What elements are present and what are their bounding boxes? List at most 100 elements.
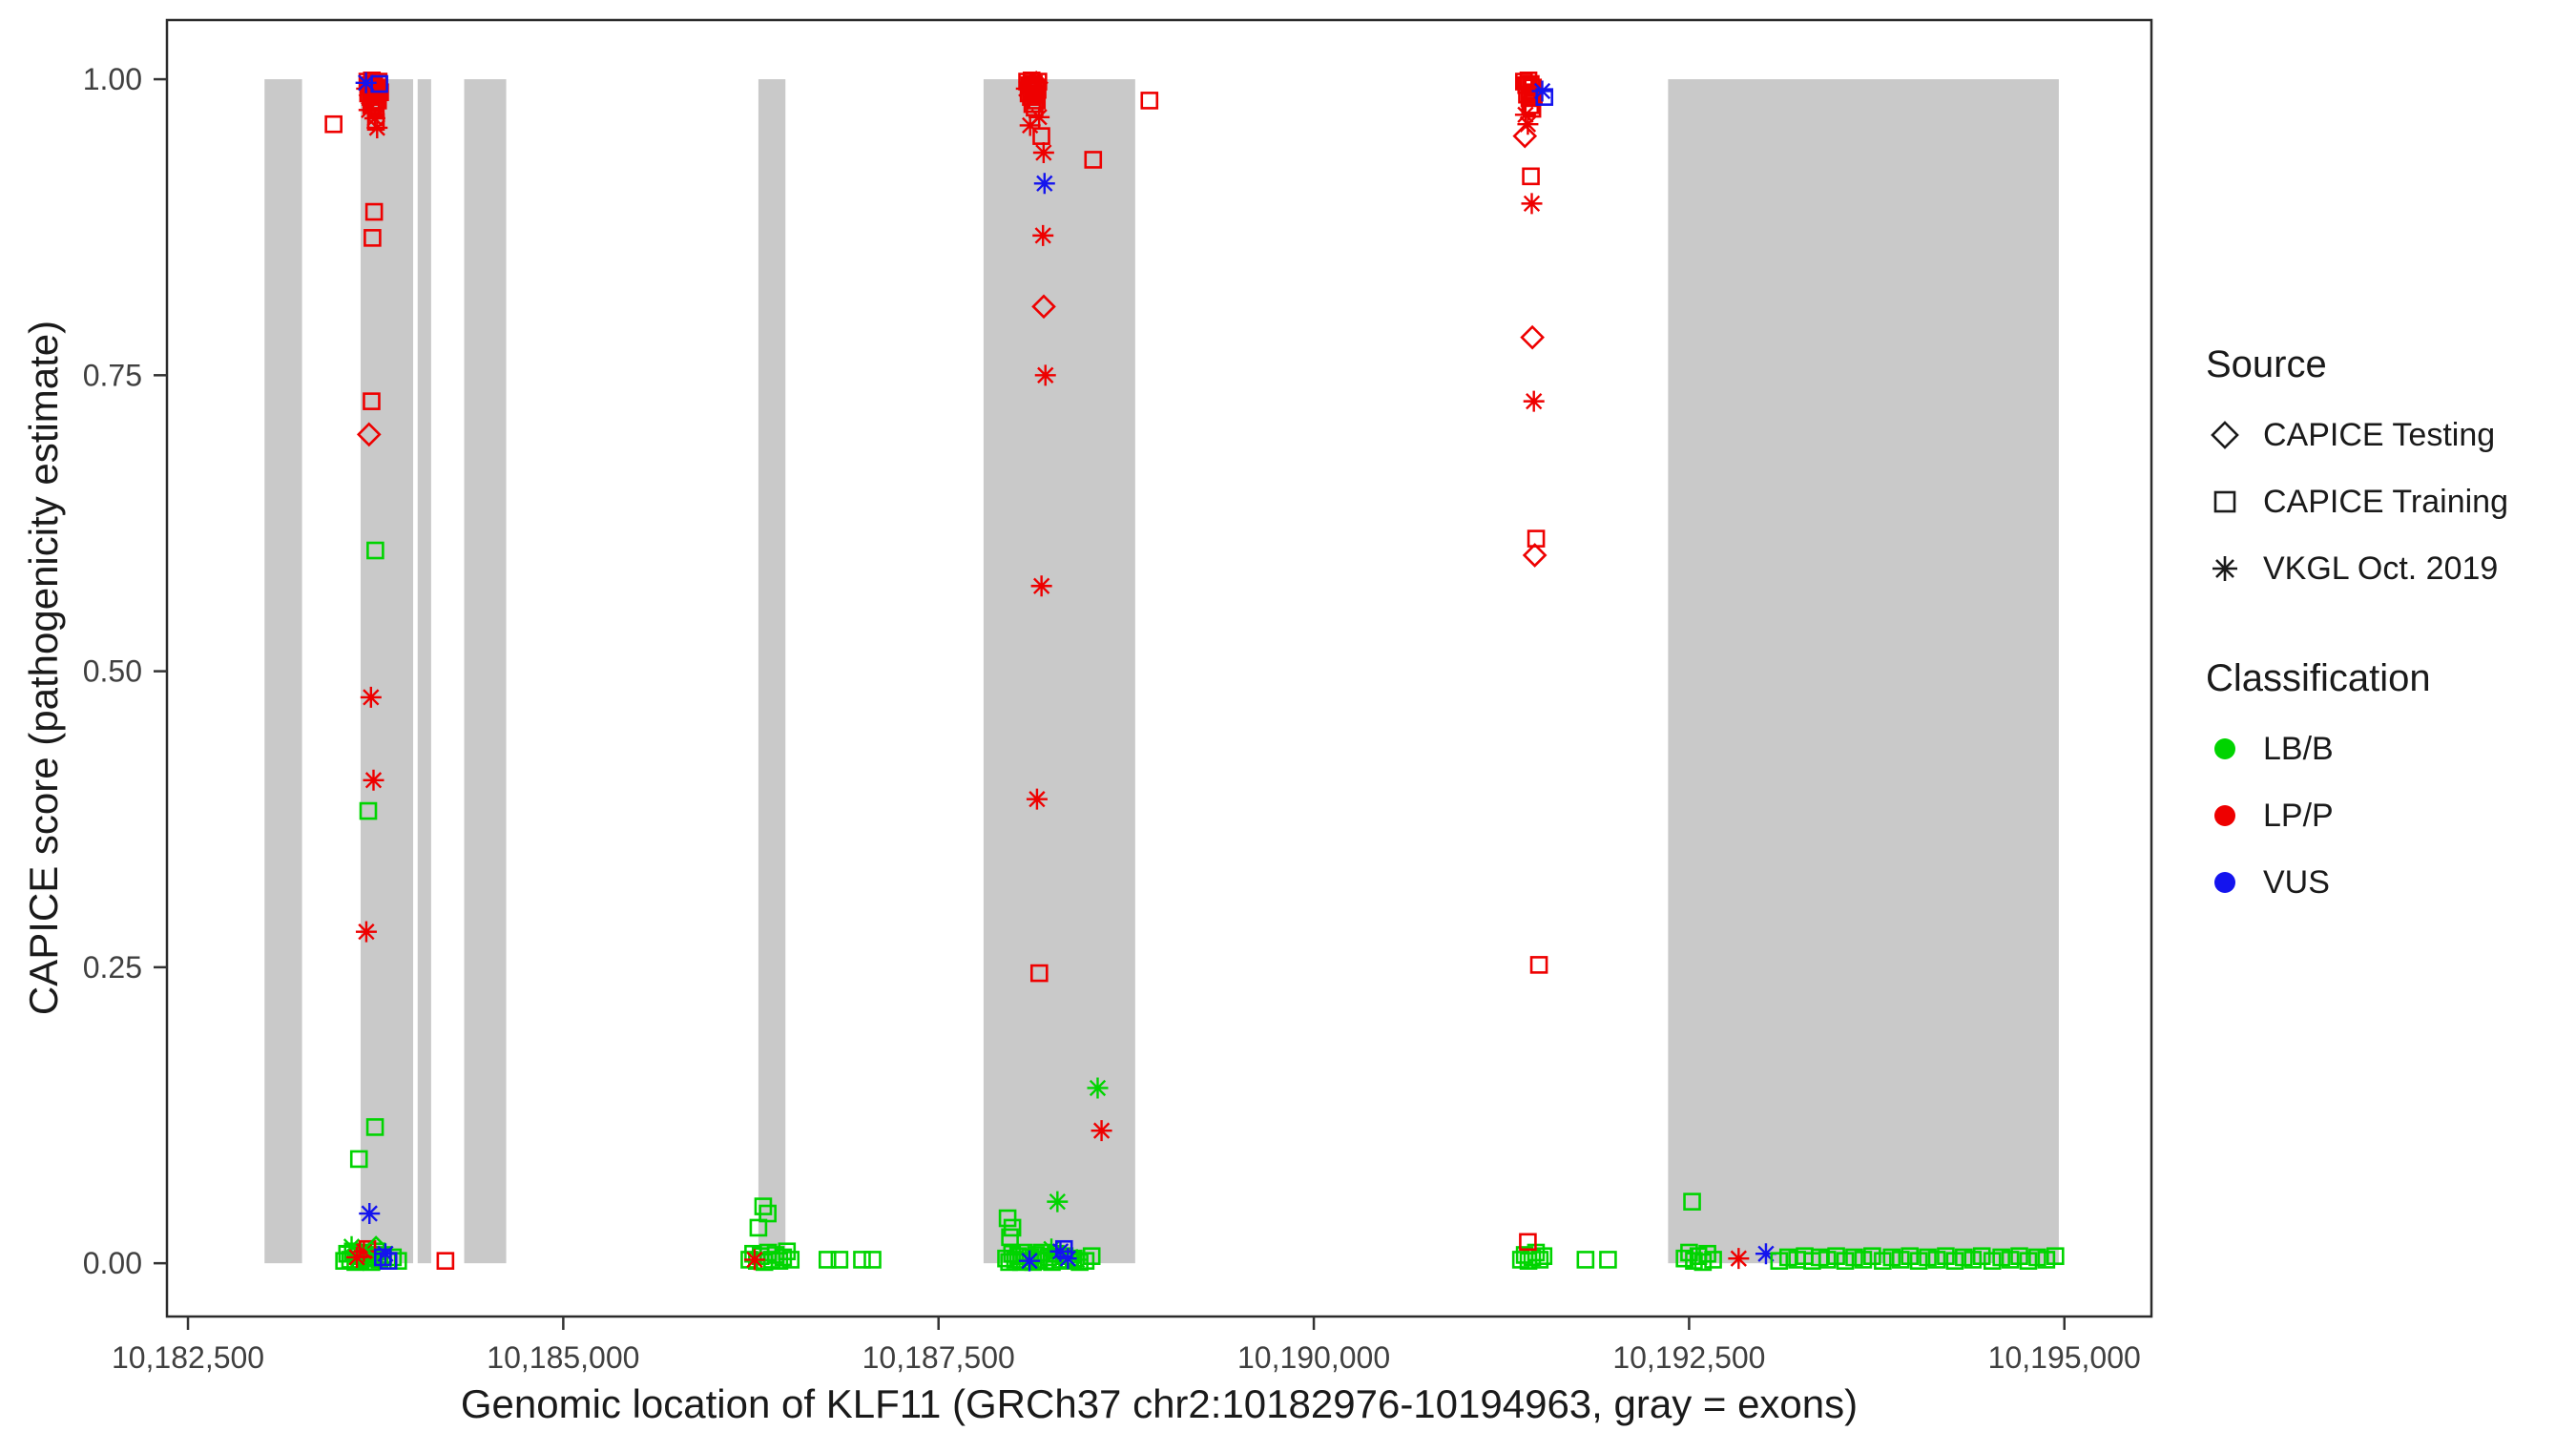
data-point-square [359, 801, 378, 820]
data-point-asterisk [1047, 1191, 1069, 1213]
data-point-square [1874, 1252, 1892, 1270]
legend-label: VKGL Oct. 2019 [2263, 550, 2499, 587]
lpp-color-dot [2214, 805, 2235, 826]
data-point-square [1535, 88, 1554, 106]
exon-band [264, 79, 302, 1264]
data-point-square [998, 1209, 1017, 1228]
data-point-diamond [1024, 70, 1049, 95]
legend-item-vus: VUS [2206, 862, 2568, 902]
diamond-icon [2211, 421, 2239, 449]
data-point-diamond [1512, 123, 1538, 149]
data-point-square [1937, 1247, 1955, 1266]
data-point-square [1863, 1247, 1881, 1266]
data-point-square [1882, 1248, 1901, 1267]
data-point-square [1084, 151, 1103, 169]
x-tick-label: 10,182,500 [112, 1340, 264, 1375]
y-tick-label: 0.00 [83, 1246, 142, 1280]
legend: Source CAPICE Testing CAPICE Training VK… [2206, 343, 2568, 929]
data-point-square [1522, 167, 1540, 186]
data-point-asterisk [1034, 364, 1056, 386]
data-point-square [1827, 1247, 1845, 1266]
source-legend-title: Source [2206, 343, 2327, 385]
data-point-square [830, 1251, 849, 1269]
data-point-square [1927, 1251, 1946, 1269]
legend-item-capice-testing: CAPICE Testing [2206, 415, 2568, 455]
data-point-square [2028, 1248, 2046, 1267]
data-point-asterisk [1015, 77, 1037, 99]
vus-color-dot [2214, 872, 2235, 893]
y-tick-label: 0.25 [83, 950, 142, 985]
data-point-square [1082, 1247, 1101, 1266]
data-point-asterisk [1026, 788, 1048, 810]
legend-label: VUS [2263, 863, 2330, 901]
x-tick-label: 10,192,500 [1612, 1340, 1765, 1375]
data-point-square [1529, 956, 1548, 974]
data-point-asterisk [1057, 1248, 1079, 1270]
data-point-asterisk [1032, 224, 1054, 246]
data-point-diamond [356, 422, 382, 447]
data-point-square [324, 114, 343, 134]
data-point-square [1523, 83, 1541, 102]
data-point-square [781, 1251, 800, 1269]
data-point-asterisk [358, 99, 380, 121]
data-point-square [2010, 1247, 2028, 1266]
data-point-asterisk [355, 72, 377, 93]
x-tick-label: 10,195,000 [1988, 1340, 2141, 1375]
legend-item-vkgl: VKGL Oct. 2019 [2206, 549, 2568, 589]
x-tick-label: 10,190,000 [1237, 1340, 1390, 1375]
data-point-asterisk [366, 116, 388, 138]
classification-legend: Classification LB/B LP/P VUS [2206, 657, 2568, 902]
data-point-square [1140, 92, 1159, 110]
data-point-square [853, 1251, 871, 1269]
data-point-diamond [1031, 294, 1056, 320]
data-point-square [1534, 1247, 1553, 1266]
y-tick-label: 0.75 [83, 358, 142, 392]
square-icon [2213, 490, 2236, 513]
legend-item-lbb: LB/B [2206, 729, 2568, 769]
data-point-asterisk [364, 108, 385, 130]
data-point-asterisk [355, 921, 377, 943]
data-point-square [863, 1251, 882, 1269]
data-point-asterisk [1019, 114, 1041, 136]
legend-item-lpp: LP/P [2206, 796, 2568, 836]
data-point-square [1972, 1247, 1991, 1266]
data-point-square [1836, 1252, 1855, 1270]
classification-legend-title: Classification [2206, 657, 2431, 699]
asterisk-icon [2212, 556, 2237, 581]
x-tick-label: 10,185,000 [487, 1340, 639, 1375]
data-point-square [1955, 1248, 1973, 1267]
data-point-asterisk [743, 1249, 765, 1271]
data-point-asterisk [1728, 1248, 1750, 1270]
panel-border [165, 18, 2153, 1318]
data-point-asterisk [1030, 575, 1052, 597]
data-point-square [365, 1118, 384, 1136]
data-point-asterisk [353, 1240, 375, 1262]
data-point-asterisk [1521, 193, 1543, 215]
data-point-square [1901, 1247, 1919, 1266]
data-point-square [1054, 1239, 1073, 1258]
legend-label: LB/B [2263, 730, 2334, 767]
data-point-square [2001, 1251, 2020, 1269]
x-tick-label: 10,187,500 [862, 1340, 1015, 1375]
data-point-asterisk [1087, 1077, 1109, 1099]
data-point-square [749, 1218, 768, 1237]
data-point-square [1945, 1252, 1964, 1270]
data-point-square [1770, 1252, 1789, 1270]
data-point-square [2046, 1247, 2065, 1266]
data-point-asterisk [1514, 104, 1536, 126]
legend-label: CAPICE Testing [2263, 416, 2496, 453]
exon-band [360, 79, 414, 1264]
data-point-square [370, 74, 388, 93]
data-point-square [1909, 1252, 1928, 1270]
x-axis-title: Genomic location of KLF11 (GRCh37 chr2:1… [460, 1381, 1859, 1426]
exon-band [464, 79, 507, 1264]
data-point-square [1704, 1251, 1722, 1269]
data-point-diamond [1520, 324, 1545, 350]
data-point-square [1076, 1252, 1095, 1270]
y-axis-title: CAPICE score (pathogenicity estimate) [21, 320, 66, 1016]
data-point-square [436, 1252, 455, 1270]
data-point-square [1029, 964, 1049, 983]
data-point-square [1778, 1248, 1797, 1267]
